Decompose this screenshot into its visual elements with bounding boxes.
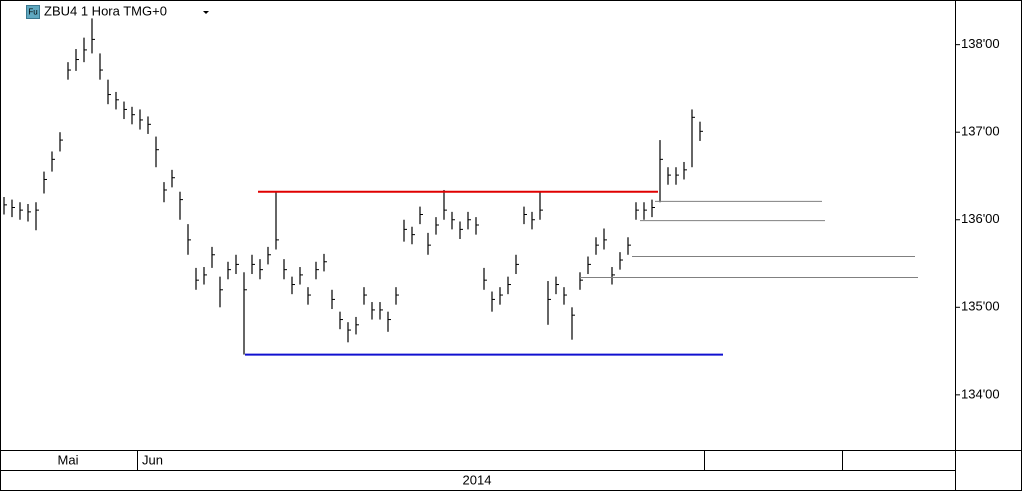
month-label: Jun [142,452,163,467]
month-label: Mai [58,452,79,467]
y-tick-label: 135'00 [961,299,1000,314]
y-tick-label: 136'00 [961,211,1000,226]
y-tick-label: 138'00 [961,36,1000,51]
y-tick-label: 134'00 [961,386,1000,401]
symbol-icon[interactable] [26,5,40,19]
year-label: 2014 [463,472,492,487]
y-tick-label: 137'00 [961,124,1000,139]
dropdown-arrow[interactable] [203,11,209,14]
symbol-icon-text: Fu [28,8,37,17]
chart-title[interactable]: ZBU4 1 Hora TMG+0 [44,3,167,18]
